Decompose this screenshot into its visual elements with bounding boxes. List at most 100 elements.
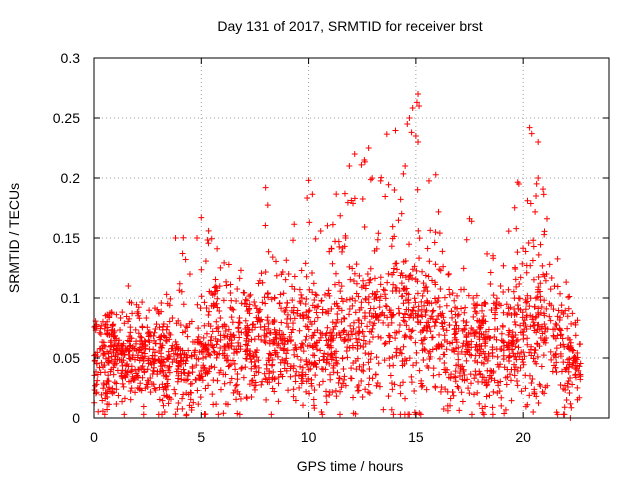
data-point	[388, 311, 395, 318]
data-point	[367, 305, 374, 312]
data-point	[517, 274, 524, 281]
data-point	[299, 294, 305, 301]
data-point	[366, 390, 373, 397]
data-point	[144, 366, 151, 373]
data-point	[408, 311, 415, 318]
data-point	[522, 306, 529, 313]
data-point	[375, 333, 382, 340]
data-point	[139, 363, 146, 370]
data-point	[416, 367, 423, 374]
data-point	[268, 296, 275, 303]
data-point	[419, 382, 426, 389]
data-point	[389, 312, 396, 319]
data-point	[479, 409, 486, 416]
data-point	[540, 352, 547, 359]
data-point	[332, 354, 339, 361]
data-point	[437, 388, 444, 395]
data-point	[182, 256, 189, 263]
data-point	[319, 378, 326, 385]
data-point	[210, 401, 217, 408]
data-point	[402, 163, 409, 169]
data-point	[274, 342, 281, 349]
data-point	[426, 258, 433, 265]
data-point	[179, 405, 186, 412]
data-point	[332, 281, 339, 288]
data-point	[357, 342, 364, 349]
data-point	[461, 371, 468, 378]
data-point	[328, 245, 335, 252]
data-point	[432, 171, 439, 178]
data-point	[355, 324, 362, 331]
data-point	[214, 377, 221, 384]
data-point	[217, 332, 224, 339]
data-point	[520, 320, 527, 327]
data-point	[448, 371, 455, 378]
data-point	[156, 384, 163, 391]
data-point	[159, 342, 166, 349]
data-point	[388, 314, 395, 321]
data-point	[221, 343, 228, 350]
data-point	[436, 371, 443, 378]
data-point	[431, 239, 438, 246]
data-point	[439, 320, 446, 327]
data-point	[452, 330, 459, 337]
data-point	[362, 350, 369, 357]
data-point	[447, 402, 454, 409]
data-point	[102, 322, 109, 329]
data-point	[390, 362, 397, 369]
data-point	[270, 340, 277, 347]
data-point	[245, 329, 252, 336]
data-point	[158, 353, 165, 360]
data-point	[196, 372, 203, 379]
data-point	[512, 276, 519, 283]
data-point	[278, 319, 285, 326]
data-point	[306, 307, 313, 314]
data-point	[462, 322, 469, 329]
data-point	[480, 313, 487, 320]
data-point	[246, 381, 253, 388]
data-point	[198, 348, 205, 355]
data-point	[121, 395, 128, 402]
data-point	[489, 411, 496, 418]
data-point	[375, 230, 382, 237]
data-point	[493, 345, 500, 352]
data-point	[159, 397, 166, 404]
data-point	[309, 352, 316, 359]
data-point	[415, 227, 422, 234]
data-point	[151, 305, 158, 312]
data-point	[356, 272, 363, 279]
data-point	[418, 298, 425, 305]
data-point	[214, 295, 221, 302]
data-point	[169, 315, 176, 322]
data-point	[257, 318, 264, 325]
data-point	[501, 410, 508, 417]
data-point	[243, 303, 250, 310]
data-point	[395, 217, 402, 224]
data-point	[213, 285, 220, 292]
data-point	[255, 280, 262, 287]
data-point	[423, 283, 430, 290]
data-point	[189, 338, 196, 345]
data-point	[199, 377, 206, 384]
data-point	[521, 353, 528, 360]
data-point	[390, 269, 397, 276]
data-point	[432, 281, 439, 288]
data-point	[548, 275, 555, 282]
data-point	[311, 405, 318, 412]
data-point	[365, 299, 372, 306]
data-point	[255, 309, 262, 316]
data-point	[459, 327, 466, 334]
data-point	[415, 307, 422, 314]
data-point	[360, 368, 367, 375]
data-point	[511, 264, 518, 271]
grid-lines	[94, 58, 609, 418]
data-point	[551, 283, 558, 290]
data-point	[355, 330, 362, 337]
data-point	[100, 339, 107, 346]
data-point	[425, 177, 432, 184]
data-point	[285, 387, 292, 394]
data-point	[491, 334, 498, 341]
data-point	[215, 324, 222, 331]
data-point	[107, 348, 114, 355]
data-point	[356, 336, 363, 343]
